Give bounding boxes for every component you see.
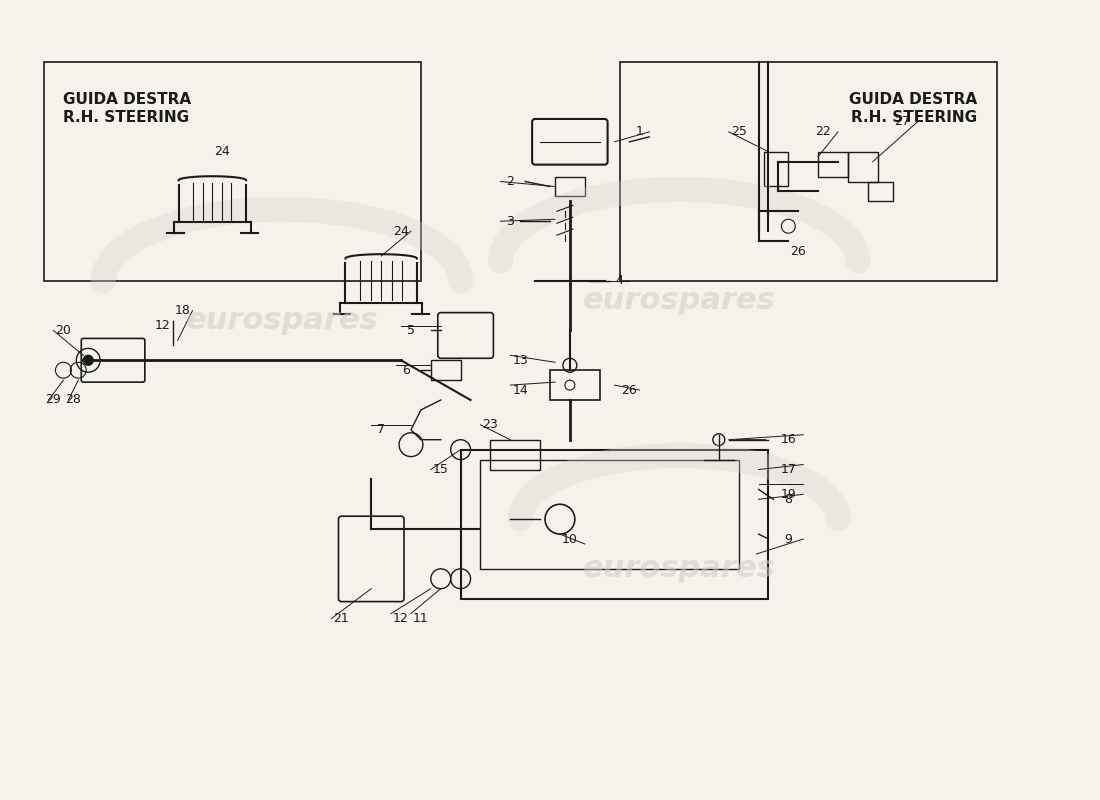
Text: 21: 21 (333, 612, 350, 625)
Text: 26: 26 (621, 383, 637, 397)
Text: 10: 10 (562, 533, 578, 546)
Text: 7: 7 (377, 423, 385, 436)
Text: 16: 16 (781, 434, 796, 446)
Text: 5: 5 (407, 324, 415, 337)
Text: 1: 1 (636, 126, 644, 138)
Text: 29: 29 (45, 394, 62, 406)
Text: 2: 2 (506, 175, 514, 188)
Text: 26: 26 (791, 245, 806, 258)
Text: GUIDA DESTRA
R.H. STEERING: GUIDA DESTRA R.H. STEERING (64, 92, 191, 125)
Text: 27: 27 (894, 115, 911, 129)
Bar (550, 370, 600, 400)
Bar (431, 360, 461, 380)
Text: 18: 18 (175, 304, 190, 317)
Text: eurospares: eurospares (583, 554, 775, 583)
Text: 14: 14 (513, 383, 528, 397)
Text: eurospares: eurospares (186, 306, 378, 335)
Text: 12: 12 (393, 612, 409, 625)
Bar (868, 182, 892, 202)
Text: 20: 20 (55, 324, 72, 337)
Text: 3: 3 (506, 214, 514, 228)
Text: 11: 11 (412, 612, 429, 625)
Text: 8: 8 (784, 493, 792, 506)
Text: eurospares: eurospares (583, 286, 775, 315)
Text: 24: 24 (393, 225, 409, 238)
Text: 22: 22 (815, 126, 830, 138)
Bar (461, 450, 769, 598)
Bar (44, 62, 421, 281)
Bar (763, 152, 789, 186)
Text: 19: 19 (781, 488, 796, 501)
Text: 25: 25 (730, 126, 747, 138)
Text: 9: 9 (784, 533, 792, 546)
Text: 24: 24 (214, 146, 230, 158)
Bar (491, 440, 540, 470)
Text: 15: 15 (432, 463, 449, 476)
Bar (481, 459, 739, 569)
Bar (556, 177, 585, 197)
Bar (818, 152, 848, 177)
Text: 17: 17 (780, 463, 796, 476)
Bar (619, 62, 997, 281)
Text: 13: 13 (513, 354, 528, 366)
Circle shape (84, 355, 94, 366)
Text: 28: 28 (65, 394, 81, 406)
Text: 12: 12 (155, 319, 170, 332)
Text: 23: 23 (483, 418, 498, 431)
Bar (848, 152, 878, 182)
Text: 4: 4 (616, 274, 624, 287)
Text: 6: 6 (403, 364, 410, 377)
Text: GUIDA DESTRA
R.H. STEERING: GUIDA DESTRA R.H. STEERING (849, 92, 977, 125)
